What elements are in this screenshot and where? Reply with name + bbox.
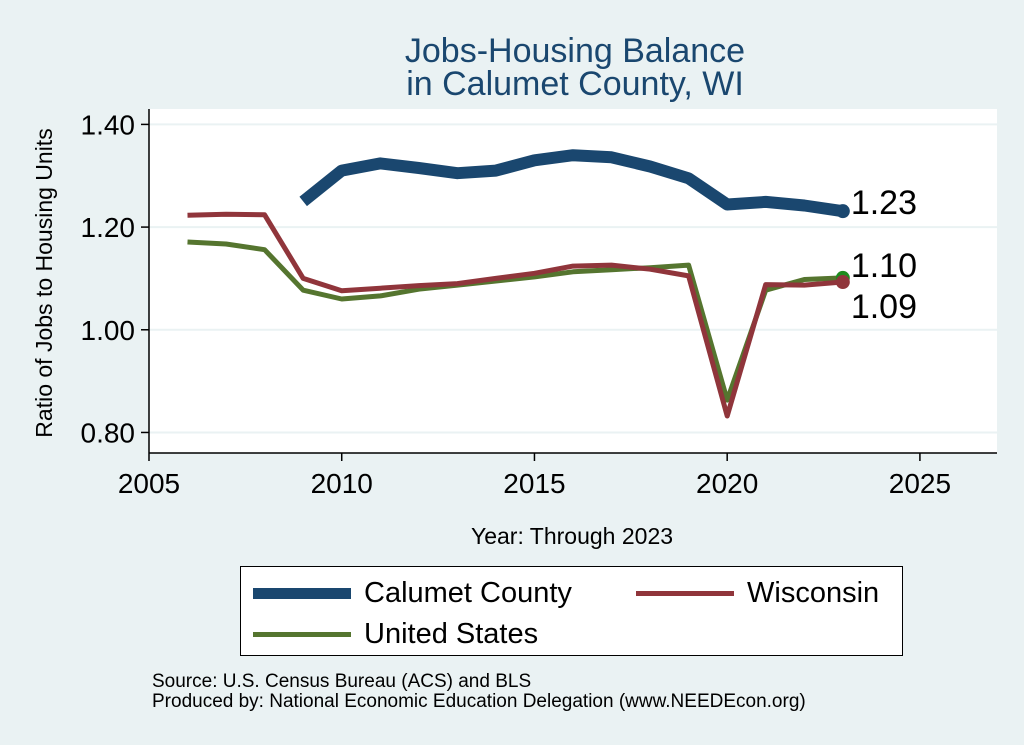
series-line-calumet-county xyxy=(299,149,844,218)
legend-swatch-calumet-county xyxy=(253,587,351,599)
source-note: Source: U.S. Census Bureau (ACS) and BLS xyxy=(152,671,532,692)
y-tick-label: 0.80 xyxy=(81,417,136,448)
end-label-calumet-county: 1.23 xyxy=(851,184,917,222)
legend: Calumet County Wisconsin United States xyxy=(240,566,903,656)
legend-label-united-states: United States xyxy=(364,618,539,650)
x-axis-label: Year: Through 2023 xyxy=(471,523,673,549)
legend-swatch-united-states xyxy=(253,631,351,637)
end-point-calumet-county xyxy=(835,204,850,219)
series-lines xyxy=(187,149,850,419)
y-tick-label: 1.00 xyxy=(81,315,136,346)
series-line-wisconsin xyxy=(187,211,844,419)
x-tick-label: 2020 xyxy=(696,468,758,499)
end-point-wisconsin xyxy=(835,275,850,290)
x-tick-label: 2025 xyxy=(889,468,951,499)
y-tick-label: 1.40 xyxy=(81,109,136,140)
x-tick-label: 2005 xyxy=(118,468,180,499)
chart-title-line-1: Jobs-Housing Balance xyxy=(404,32,746,70)
y-axis-label: Ratio of Jobs to Housing Units xyxy=(31,128,57,437)
series-line-united-states xyxy=(187,239,843,403)
legend-item-calumet-county: Calumet County xyxy=(253,578,572,608)
end-labels: 1.23 1.101.09 xyxy=(851,184,917,326)
legend-item-united-states: United States xyxy=(253,619,538,649)
end-label-wisconsin: 1.09 xyxy=(851,288,917,326)
x-tick-label: 2015 xyxy=(503,468,565,499)
legend-item-wisconsin: Wisconsin xyxy=(636,578,879,608)
grid-lines xyxy=(149,123,997,434)
legend-swatch-wisconsin xyxy=(636,590,734,596)
y-tick-label: 1.20 xyxy=(81,212,136,243)
chart-title-line-2: in Calumet County, WI xyxy=(406,65,744,103)
axis-ticks: 0.80 1.00 1.20 1.40 2005 2010 2015 2020 2025 xyxy=(81,109,952,499)
end-label-united-states: 1.10 xyxy=(851,247,917,285)
x-tick-label: 2010 xyxy=(311,468,373,499)
producer-note: Produced by: National Economic Education… xyxy=(152,691,806,712)
plot-area xyxy=(149,109,997,453)
legend-label-calumet-county: Calumet County xyxy=(364,577,572,609)
legend-label-wisconsin: Wisconsin xyxy=(747,577,880,609)
